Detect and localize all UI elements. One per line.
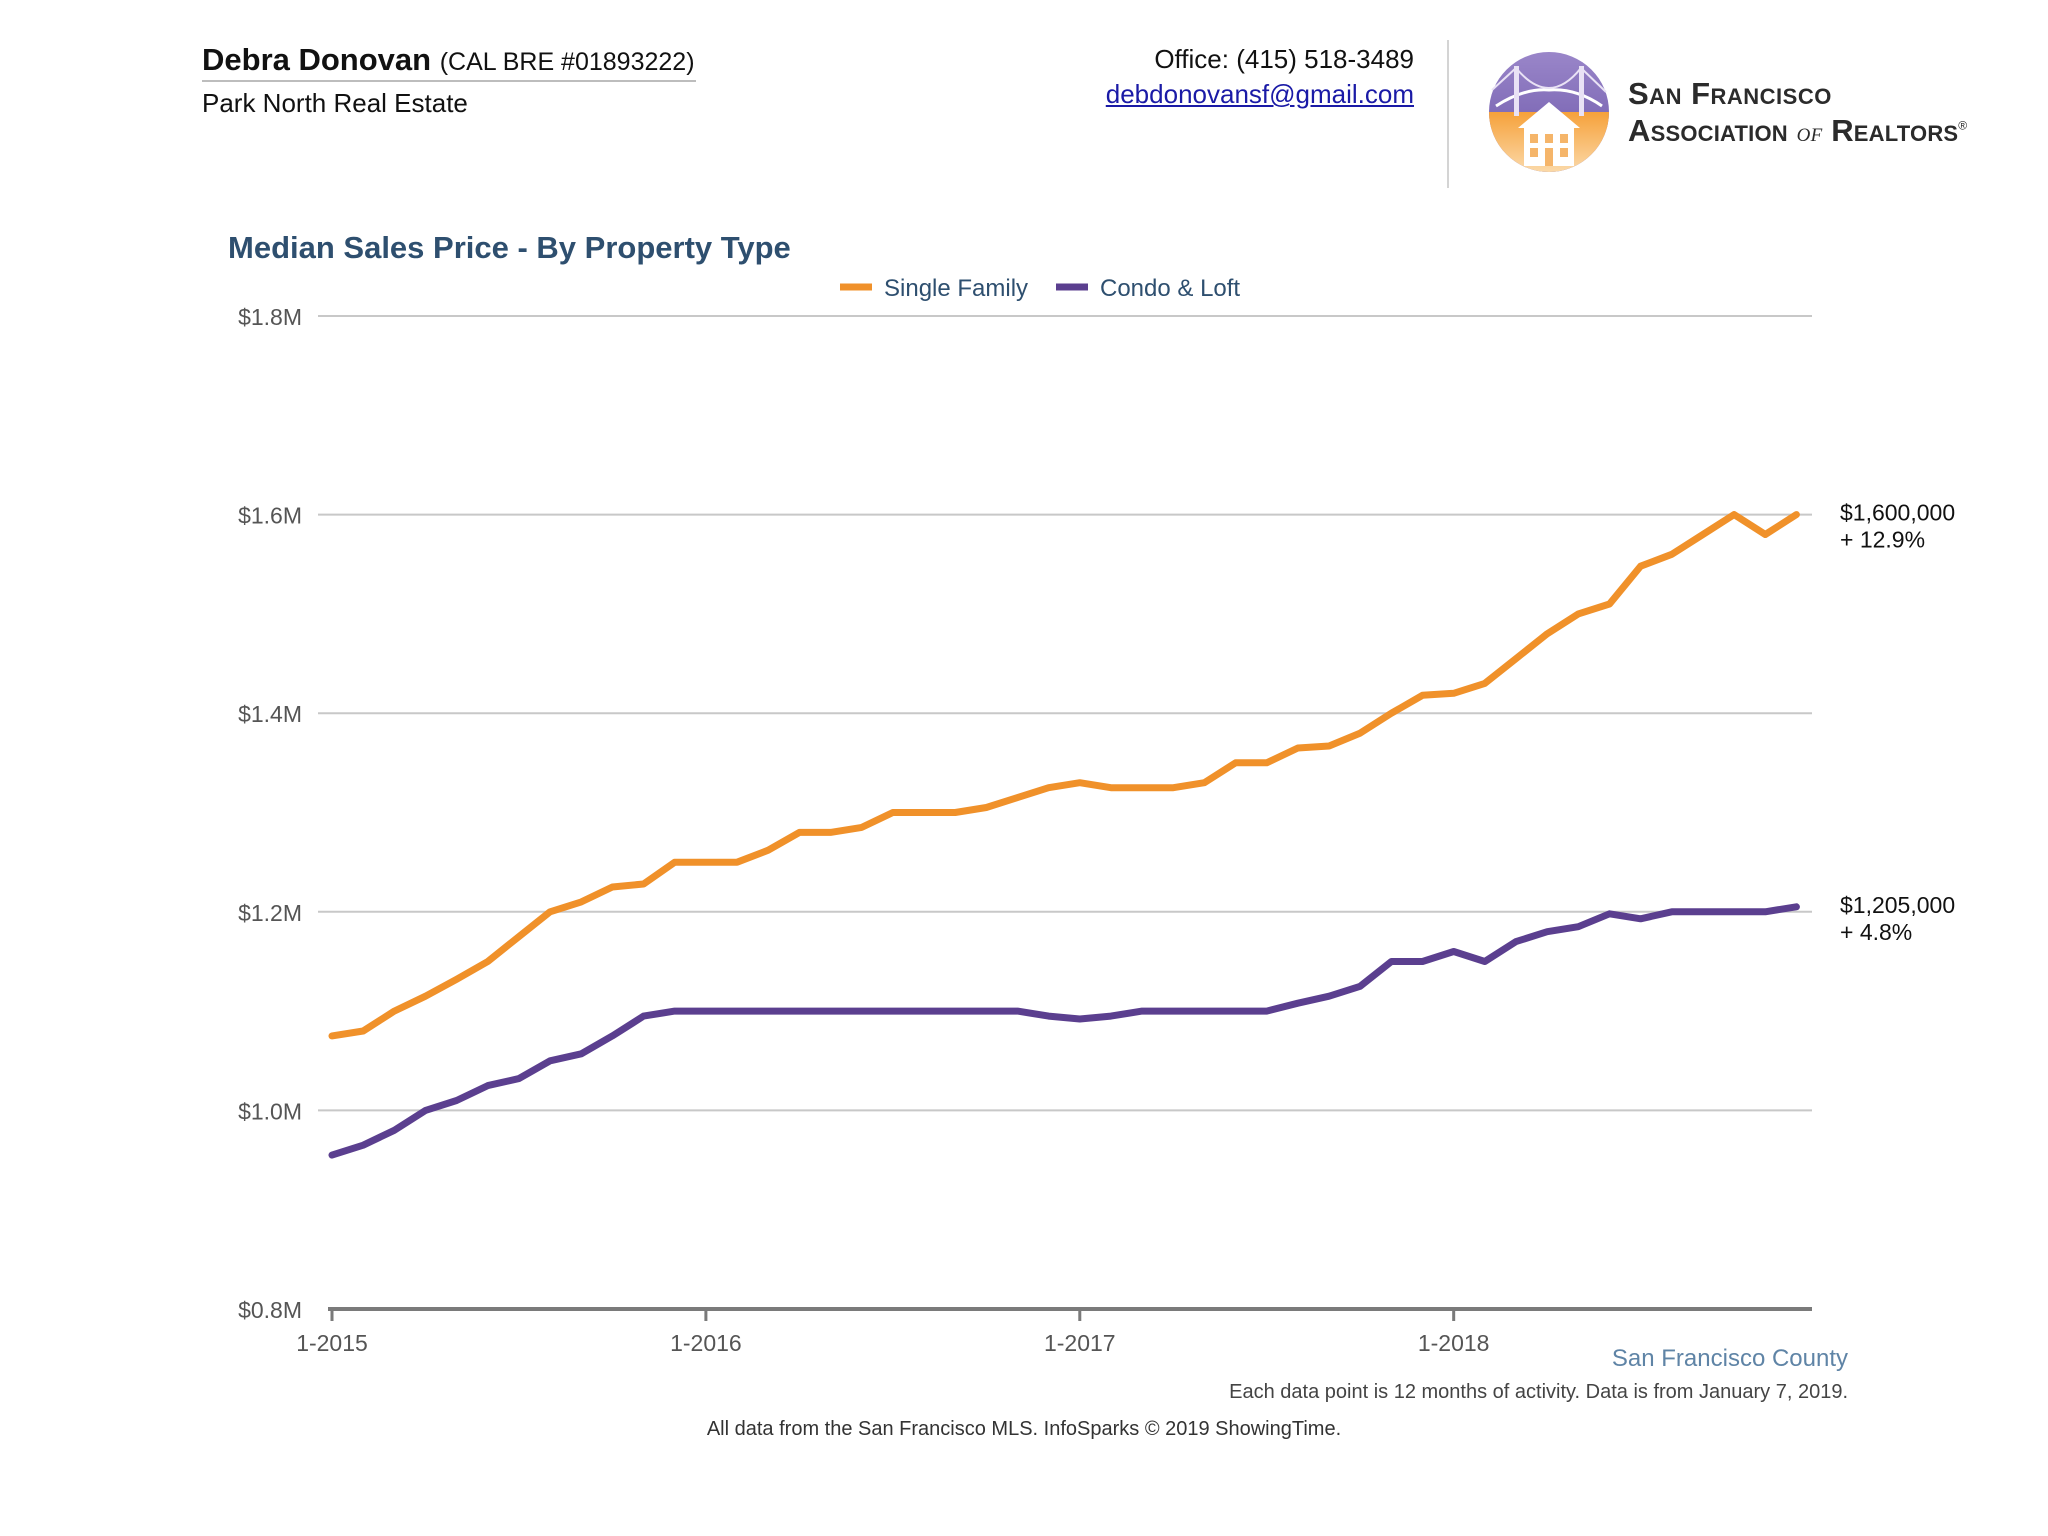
logo-text-association: Association: [1628, 113, 1797, 148]
y-tick-label: $1.0M: [238, 1098, 302, 1124]
logo-text-line1: San Francisco: [1628, 76, 1832, 111]
y-tick-label: $0.8M: [238, 1297, 302, 1323]
golden-gate-bridge-house-logo-icon: [1489, 52, 1609, 172]
series-lines: [328, 511, 1800, 1159]
y-tick-label: $1.2M: [238, 900, 302, 926]
agent-name-text: Debra Donovan: [202, 42, 432, 77]
office-phone: Office: (415) 518-3489: [1154, 44, 1414, 74]
legend-label: Single Family: [884, 275, 1028, 302]
end-value-labels: $1,600,000+ 12.9% $1,205,000+ 4.8%: [1840, 500, 1955, 945]
logo-text-line2: Association of Realtors®: [1628, 113, 1967, 149]
series-line-single-family: [328, 511, 1800, 1040]
logo-text-of: of: [1796, 117, 1823, 147]
registered-mark: ®: [1958, 118, 1968, 133]
series-line-condo-loft: [328, 903, 1800, 1159]
email-link[interactable]: debdonovansf@gmail.com: [1105, 79, 1414, 109]
data-note: Each data point is 12 months of activity…: [1229, 1381, 1848, 1403]
x-tick-label: 1-2015: [296, 1330, 368, 1356]
end-change-label: + 12.9%: [1840, 527, 1925, 553]
end-value-label: $1,205,000: [1840, 892, 1955, 918]
header-divider: [1447, 40, 1449, 188]
logo-text-realtors: Realtors: [1822, 113, 1959, 148]
region-label: San Francisco County: [1611, 1345, 1848, 1372]
legend: Single Family Condo & Loft: [840, 275, 1240, 302]
agent-license: (CAL BRE #01893222): [439, 48, 695, 76]
end-value-label: $1,600,000: [1840, 500, 1955, 526]
y-tick-label: $1.8M: [238, 304, 302, 330]
x-tick-label: 1-2016: [670, 1330, 742, 1356]
source-note: All data from the San Francisco MLS. Inf…: [706, 1418, 1342, 1440]
chart-title: Median Sales Price - By Property Type: [228, 230, 791, 265]
y-tick-label: $1.4M: [238, 701, 302, 727]
x-tick-label: 1-2017: [1044, 1330, 1116, 1356]
axes: $1.8M $1.6M $1.4M $1.2M $1.0M $0.8M 1-2015 1-20…: [238, 304, 1812, 1356]
y-tick-label: $1.6M: [238, 503, 302, 529]
brokerage-name: Park North Real Estate: [202, 88, 468, 118]
agent-name: Debra Donovan (CAL BRE #01893222): [202, 42, 695, 78]
agent-underline-divider: [202, 80, 696, 82]
gridlines: [318, 315, 1812, 1112]
end-change-label: + 4.8%: [1840, 919, 1912, 945]
legend-label: Condo & Loft: [1100, 275, 1240, 302]
x-tick-label: 1-2018: [1418, 1330, 1490, 1356]
